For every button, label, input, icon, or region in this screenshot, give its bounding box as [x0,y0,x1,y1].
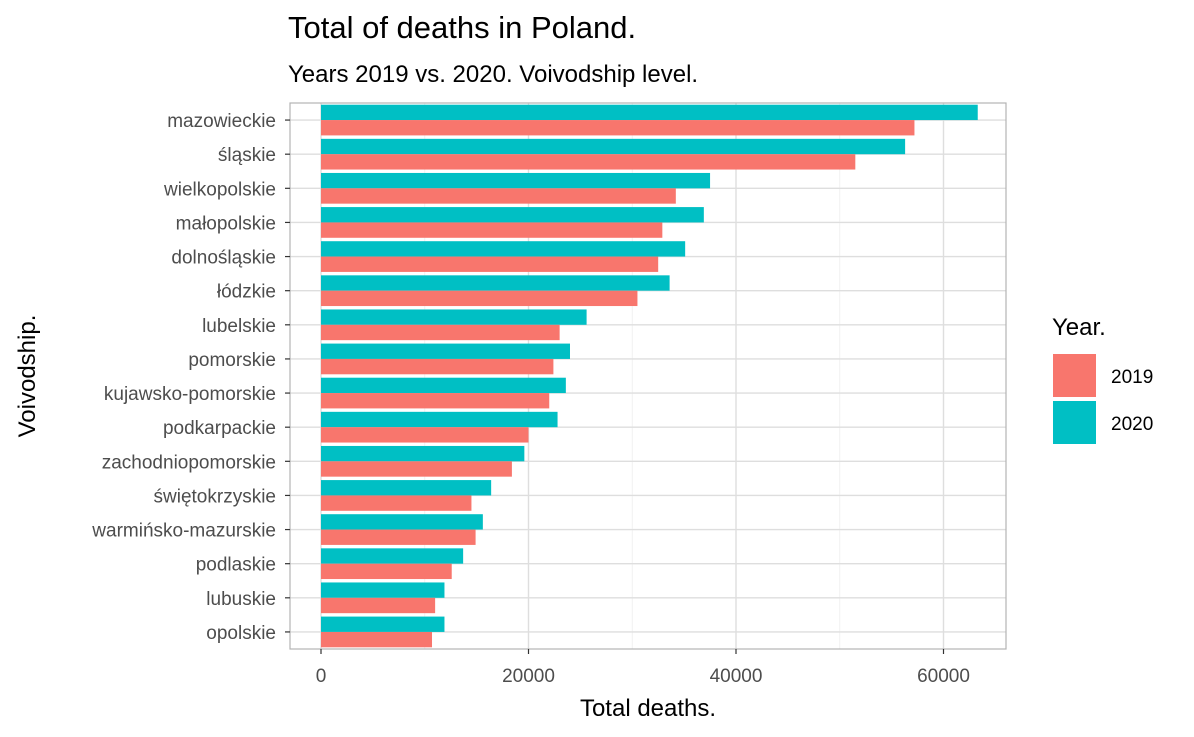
bar-2019-podlaskie [321,563,452,580]
legend-swatch-2019 [1053,354,1096,397]
bar-2019-śląskie [321,154,856,170]
bar-2020-pomorskie [321,343,570,359]
bar-2019-świętokrzyskie [321,495,472,511]
bar-2019-łódzkie [321,290,638,307]
y-tick-label: łódzkie [217,282,276,303]
y-tick-label: świętokrzyskie [154,486,276,507]
bar-2019-dolnośląskie [321,256,659,272]
bar-2019-małopolskie [321,222,663,238]
bar-2020-dolnośląskie [321,241,686,257]
bar-2020-śląskie [321,138,906,155]
bar-2020-małopolskie [321,207,704,223]
x-tick-label: 20000 [502,666,555,687]
bar-2019-lubuskie [321,597,436,614]
legend-title: Year. [1052,314,1106,341]
y-tick-label: lubelskie [202,316,276,337]
legend-swatch-2020 [1053,401,1096,444]
bars [321,104,978,648]
y-tick-label: dolnośląskie [171,248,276,269]
bar-2019-kujawsko-pomorskie [321,393,550,409]
bar-2020-opolskie [321,616,445,632]
bar-2019-wielkopolskie [321,188,676,204]
x-tick-label: 0 [316,666,327,687]
bar-2020-świętokrzyskie [321,480,492,496]
y-axis-title: Voivodship. [14,315,41,438]
y-tick-label: kujawsko-pomorskie [104,384,276,405]
plot-border [289,102,1007,650]
bar-2019-mazowieckie [321,120,915,136]
y-tick-label: lubuskie [206,589,276,610]
chart-title: Total of deaths in Poland. [288,10,636,45]
y-tick-label: podkarpackie [163,418,276,439]
y-tick-label: zachodniopomorskie [102,452,276,473]
bar-2020-wielkopolskie [321,172,711,189]
bar-2020-kujawsko-pomorskie [321,377,566,394]
legend-items: 2019 2020 [1053,354,1153,444]
bar-2020-warmińsko-mazurskie [321,514,483,530]
x-tick-label: 40000 [710,666,763,687]
bar-2020-podkarpackie [321,411,558,428]
bar-2019-warmińsko-mazurskie [321,529,476,545]
bar-2020-podlaskie [321,548,464,564]
bar-2020-lubelskie [321,309,587,325]
x-axis-ticks: 0 20000 40000 60000 [316,649,970,687]
legend-label-2020: 2020 [1111,414,1153,435]
bar-2019-podkarpackie [321,427,529,443]
legend: Year. 2019 2020 [1052,314,1153,444]
y-axis-ticks: mazowieckie śląskie wielkopolskie małopolsk… [91,111,290,644]
x-axis-title: Total deaths. [580,695,716,722]
bar-2020-łódzkie [321,275,670,291]
y-tick-label: mazowieckie [167,111,276,132]
bar-2019-lubelskie [321,324,560,341]
y-tick-label: opolskie [206,623,276,644]
bar-2019-zachodniopomorskie [321,461,512,477]
bar-2019-pomorskie [321,358,554,375]
y-tick-label: pomorskie [188,350,276,371]
bar-2019-opolskie [321,631,433,648]
chart-subtitle: Years 2019 vs. 2020. Voivodship level. [288,61,698,88]
y-tick-label: wielkopolskie [163,179,276,200]
x-tick-label: 60000 [917,666,970,687]
bar-2020-mazowieckie [321,104,978,121]
legend-label-2019: 2019 [1111,367,1153,388]
y-tick-label: śląskie [218,145,276,166]
y-tick-label: małopolskie [176,213,276,234]
bar-2020-zachodniopomorskie [321,445,525,462]
y-tick-label: podlaskie [196,555,276,576]
y-tick-label: warmińsko-mazurskie [91,521,276,542]
bar-2020-lubuskie [321,582,445,598]
